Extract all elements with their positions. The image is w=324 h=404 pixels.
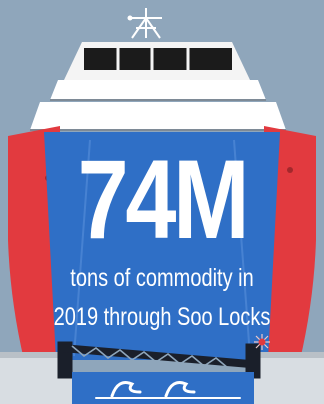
lock-water [72, 372, 254, 404]
mast-light-icon [127, 15, 133, 21]
lock-crane [57, 341, 261, 379]
lower-deck [30, 102, 286, 130]
caption-line-1: tons of commodity in [70, 264, 254, 292]
bridge-windows [84, 48, 232, 70]
wave-icons [95, 381, 241, 399]
upper-deck [50, 80, 266, 100]
hull-blue [44, 132, 280, 360]
lock-wall-right [254, 356, 324, 404]
caption-line-2: 2019 through Soo Locks [53, 303, 271, 331]
radar-mast-icon [130, 8, 162, 39]
headline-value: 74M [77, 137, 250, 262]
